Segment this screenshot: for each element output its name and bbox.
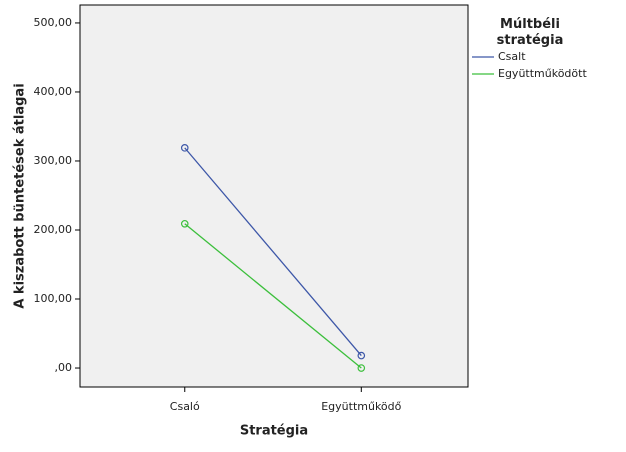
point-marker (180, 144, 189, 152)
plot-area (79, 4, 469, 388)
series-line (184, 223, 362, 369)
point-marker (357, 351, 366, 360)
series-line (184, 147, 362, 357)
point-marker (357, 364, 366, 372)
y-tick-label: ,00 (55, 361, 73, 374)
point-marker (180, 219, 189, 228)
y-tick-label: 500,00 (34, 16, 73, 29)
y-tick-label: 200,00 (34, 223, 73, 236)
legend-label: Csalt (498, 50, 526, 63)
y-tick-label: 400,00 (34, 85, 73, 98)
x-axis-label: Stratégia (240, 424, 308, 439)
x-tick-label: Csaló (170, 400, 200, 413)
y-axis-label: A kiszabott büntetések átlagai (13, 83, 28, 308)
legend-label: Együttműködött (498, 67, 587, 80)
y-tick-label: 100,00 (34, 292, 73, 305)
y-tick-label: 300,00 (34, 154, 73, 167)
x-tick-label: Együttműködő (321, 400, 401, 413)
legend-title: Múltbéli stratégia (497, 17, 564, 48)
